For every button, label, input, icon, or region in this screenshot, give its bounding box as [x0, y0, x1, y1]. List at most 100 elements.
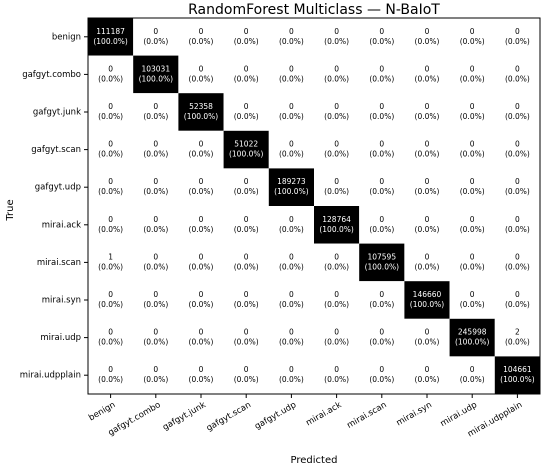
y-axis-label: True — [5, 199, 16, 221]
y-tick-label: benign — [52, 32, 81, 42]
cell-count: 0 — [108, 328, 113, 337]
cell-percentage: (0.0%) — [98, 74, 123, 83]
cell-percentage: (0.0%) — [505, 112, 530, 121]
cell — [359, 206, 405, 244]
cell — [178, 168, 224, 206]
cell-percentage: (0.0%) — [415, 150, 440, 159]
cell-count: 0 — [379, 328, 384, 337]
cell-percentage: (100.0%) — [229, 150, 264, 159]
cell-percentage: (0.0%) — [369, 74, 394, 83]
cell — [88, 318, 134, 357]
cell-percentage: (0.0%) — [143, 300, 168, 309]
cell-percentage: (0.0%) — [98, 262, 123, 271]
cell-count: 0 — [199, 215, 204, 224]
cell-count: 0 — [334, 64, 339, 73]
cell — [88, 356, 134, 394]
cell — [133, 281, 179, 319]
cell-percentage: (0.0%) — [98, 225, 123, 234]
cell-percentage: (0.0%) — [234, 37, 259, 46]
cell — [178, 93, 224, 131]
cell-percentage: (0.0%) — [279, 225, 304, 234]
cell-percentage: (0.0%) — [415, 225, 440, 234]
cell-count: 0 — [425, 328, 430, 337]
cell-count: 0 — [108, 365, 113, 374]
cell — [404, 206, 450, 244]
cell-percentage: (100.0%) — [500, 375, 535, 384]
cell-count: 0 — [334, 140, 339, 149]
cell-count: 0 — [244, 215, 249, 224]
cell — [133, 55, 179, 94]
cell-percentage: (0.0%) — [324, 338, 349, 347]
cell-count: 2 — [515, 328, 520, 337]
cell — [268, 93, 314, 131]
cell-percentage: (0.0%) — [460, 74, 485, 83]
cell-count: 0 — [425, 102, 430, 111]
cell-count: 0 — [108, 102, 113, 111]
cell — [404, 243, 450, 282]
cell — [494, 318, 540, 357]
cell-count: 107595 — [367, 252, 396, 261]
cell — [88, 55, 134, 94]
cell-count: 0 — [289, 102, 294, 111]
cell-count: 0 — [199, 290, 204, 299]
cell — [449, 356, 495, 394]
cell-percentage: (0.0%) — [143, 150, 168, 159]
cell — [133, 93, 179, 131]
cell-count: 0 — [334, 290, 339, 299]
cell — [223, 206, 269, 244]
y-tick-label: mirai.scan — [37, 258, 81, 268]
cell-count: 0 — [515, 27, 520, 36]
cell-percentage: (0.0%) — [369, 150, 394, 159]
cell-count: 103031 — [141, 64, 170, 73]
cell — [314, 356, 360, 394]
cell-percentage: (0.0%) — [324, 375, 349, 384]
cell — [494, 281, 540, 319]
x-tick-label: gafgyt.junk — [161, 400, 208, 433]
cell-percentage: (100.0%) — [410, 300, 445, 309]
cell — [314, 281, 360, 319]
cell-count: 0 — [470, 64, 475, 73]
cell-count: 0 — [153, 177, 158, 186]
cell-count: 0 — [244, 64, 249, 73]
cell — [449, 168, 495, 206]
cell — [314, 130, 360, 169]
cell-percentage: (0.0%) — [505, 37, 530, 46]
cell — [223, 318, 269, 357]
cell — [88, 93, 134, 131]
cell — [178, 130, 224, 169]
cell-count: 111187 — [96, 27, 125, 36]
cell-count: 0 — [379, 177, 384, 186]
cell-percentage: (0.0%) — [143, 338, 168, 347]
cell-percentage: (0.0%) — [98, 187, 123, 196]
cell — [223, 93, 269, 131]
cell-percentage: (0.0%) — [189, 338, 214, 347]
cell-percentage: (0.0%) — [460, 225, 485, 234]
cell — [404, 18, 450, 56]
cell — [449, 281, 495, 319]
cell-percentage: (0.0%) — [415, 187, 440, 196]
cell-count: 0 — [334, 328, 339, 337]
cell — [404, 93, 450, 131]
cell-count: 0 — [108, 64, 113, 73]
cell — [223, 18, 269, 56]
cell — [178, 356, 224, 394]
cell-count: 0 — [379, 215, 384, 224]
cell-count: 0 — [470, 290, 475, 299]
cell-count: 0 — [289, 365, 294, 374]
cell — [449, 130, 495, 169]
cell-count: 0 — [425, 27, 430, 36]
cell — [449, 206, 495, 244]
cell-count: 0 — [153, 102, 158, 111]
cell-percentage: (0.0%) — [279, 300, 304, 309]
x-tick-label: benign — [87, 400, 117, 423]
cell-percentage: (0.0%) — [505, 338, 530, 347]
cell — [494, 243, 540, 282]
cell-count: 0 — [153, 252, 158, 261]
cell — [223, 130, 269, 169]
cell-percentage: (0.0%) — [415, 112, 440, 121]
y-tick-label: gafgyt.combo — [22, 70, 81, 80]
cell-count: 0 — [379, 365, 384, 374]
cell — [494, 18, 540, 56]
cell — [314, 55, 360, 94]
cell — [404, 168, 450, 206]
